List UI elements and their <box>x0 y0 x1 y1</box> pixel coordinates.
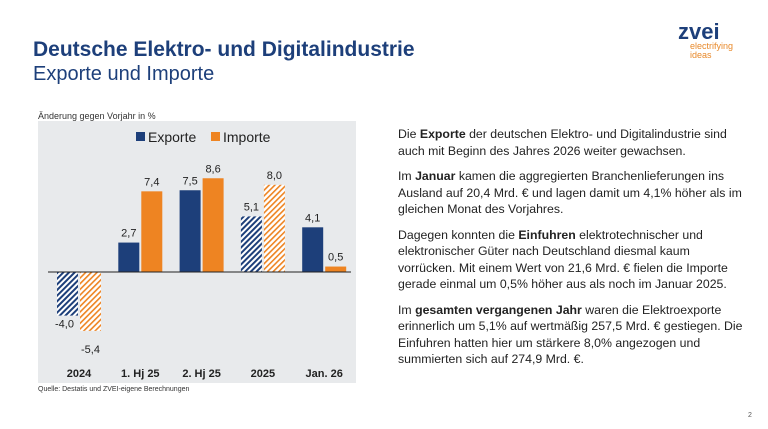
highlight-text: Einfuhren <box>518 227 576 242</box>
x-tick-label: 2024 <box>67 368 92 380</box>
x-tick-label: 1. Hj 25 <box>121 368 160 380</box>
text-run: waren die Elektroexporte erinnerlich um … <box>398 302 743 367</box>
legend-label-exporte: Exporte <box>148 129 196 145</box>
legend-swatch-exporte <box>136 132 145 141</box>
text-run: der deutschen Elektro- und Digitalindust… <box>398 127 727 158</box>
text-run: Die <box>398 127 420 141</box>
data-label: 8,0 <box>267 170 282 182</box>
data-label: 7,4 <box>144 176 159 188</box>
legend-swatch-importe <box>211 132 220 141</box>
text-run: elektrotechnischer und elektronischer Gü… <box>398 227 728 292</box>
y-axis-label: Änderung gegen Vorjahr in % <box>38 111 156 121</box>
legend: Exporte Importe <box>136 129 271 145</box>
data-label: -4,0 <box>55 319 74 331</box>
logo-tagline-1: electrifying <box>690 41 734 51</box>
logo-wordmark: zvei <box>678 19 720 44</box>
bar-importe <box>263 184 285 272</box>
paragraph-1: Die Exporte der deutschen Elektro- und D… <box>398 126 748 159</box>
page-number: 2 <box>748 412 752 419</box>
legend-label-importe: Importe <box>223 129 271 145</box>
highlight-text: Exporte <box>419 127 466 141</box>
x-tick-label: Jan. 26 <box>306 368 343 380</box>
text-run: Dagegen konnten die <box>398 227 519 242</box>
bar-exporte <box>179 190 201 272</box>
commentary: Die Exporte der deutschen Elektro- und D… <box>398 126 748 377</box>
page-subtitle: Exporte und Importe <box>33 63 215 85</box>
data-label: 7,5 <box>182 175 197 187</box>
text-run: Im <box>398 169 416 183</box>
page-title: Deutsche Elektro- und Digitalindustrie <box>33 38 415 61</box>
data-label: 0,5 <box>328 252 343 264</box>
paragraph-2: Im Januar kamen die aggregierten Branche… <box>398 168 748 218</box>
bar-exporte <box>240 216 262 272</box>
bar-exporte <box>57 272 78 316</box>
highlight-text: Januar <box>415 169 456 183</box>
paragraph-4: Im gesamten vergangenen Jahr waren die E… <box>398 302 748 368</box>
x-tick-label: 2025 <box>251 368 275 380</box>
text-run: Im <box>398 302 416 317</box>
bar-importe <box>80 272 101 331</box>
data-label: 4,1 <box>305 212 320 224</box>
data-label: 8,6 <box>205 163 220 175</box>
data-label: -5,4 <box>81 344 100 356</box>
logo-tagline-2: ideas <box>690 50 712 60</box>
bar-importe <box>325 266 347 272</box>
x-tick-label: 2. Hj 25 <box>182 368 221 380</box>
bar-exporte <box>118 242 140 272</box>
data-label: 5,1 <box>244 201 259 213</box>
source-note: Quelle: Destatis und ZVEI-eigene Berechn… <box>38 386 190 393</box>
highlight-text: gesamten vergangenen Jahr <box>415 302 582 317</box>
zvei-logo: zvei electrifying ideas <box>678 19 734 60</box>
data-label: 2,7 <box>121 228 136 240</box>
bar-chart: -4,0 -5,4 2024 2,7 7,4 1. Hj 25 7,5 8,6 2. Hj 25… <box>38 121 356 383</box>
bar-exporte <box>302 227 324 272</box>
bar-importe <box>202 178 224 272</box>
bar-importe <box>141 191 163 272</box>
paragraph-3: Dagegen konnten die Einfuhren elektrotec… <box>398 227 748 293</box>
text-run: kamen die aggregierten Branchenlieferung… <box>398 169 742 216</box>
